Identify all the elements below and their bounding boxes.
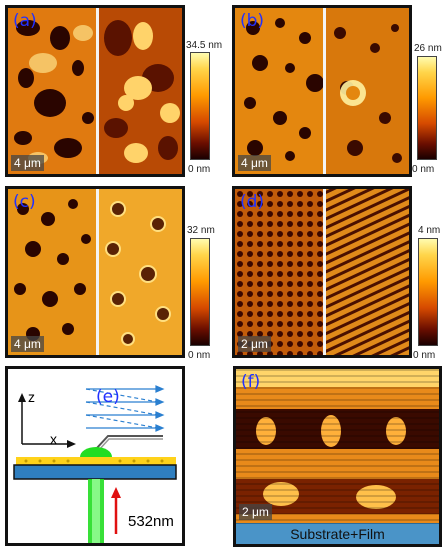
split-divider (96, 189, 99, 355)
substrate-film-bar: Substrate+Film (236, 523, 439, 544)
colorbar-min: 0 nm (188, 350, 211, 361)
scale-bar: 4 μm (11, 336, 44, 352)
scale-bar: 2 μm (238, 336, 271, 352)
panel-label: (c) (13, 192, 36, 212)
afm-image-a: (a) 4 μm (5, 5, 185, 177)
colorbar-min: 0 nm (188, 164, 211, 175)
panel-label: (d) (240, 192, 265, 212)
scale-bar: 4 μm (238, 155, 271, 171)
colorbar-max: 26 nm (414, 43, 442, 54)
afm-image-d: (d) 2 μm (232, 186, 412, 358)
afm-texture-b (235, 8, 409, 174)
split-divider (96, 8, 99, 174)
afm-image-c: (c) 4 μm (5, 186, 185, 358)
colorbar-a (190, 52, 210, 160)
scale-bar: 4 μm (11, 155, 44, 171)
colorbar-min: 0 nm (413, 350, 436, 361)
colorbar-max: 34.5 nm (186, 40, 223, 51)
colorbar-max: 32 nm (187, 225, 215, 236)
colorbar-c (190, 238, 210, 346)
split-divider (323, 8, 326, 174)
panel-label: (b) (240, 11, 265, 31)
colorbar-min: 0 nm (412, 164, 435, 175)
afm-texture-d (235, 189, 409, 355)
panel-label: (a) (13, 11, 37, 31)
afm-texture-a (8, 8, 182, 174)
colorbar-d (418, 238, 438, 346)
z-axis-label: z (28, 389, 35, 405)
schematic-panel-e: (e) z x 532nm (5, 366, 185, 546)
afm-image-b: (b) 4 μm (232, 5, 412, 177)
panel-f: (f) 2 μm Substrate+Film (233, 366, 442, 547)
colorbar-b (417, 56, 437, 160)
x-axis-label: x (50, 431, 57, 447)
tip-enhanced-setup-diagram (13, 385, 177, 543)
panel-label: (e) (96, 387, 120, 407)
split-divider (323, 189, 326, 355)
panel-label: (f) (241, 372, 261, 392)
afm-texture-c (8, 189, 182, 355)
scale-bar: 2 μm (239, 504, 272, 520)
colorbar-max: 4 nm (418, 225, 441, 236)
laser-wavelength-label: 532nm (128, 513, 174, 530)
